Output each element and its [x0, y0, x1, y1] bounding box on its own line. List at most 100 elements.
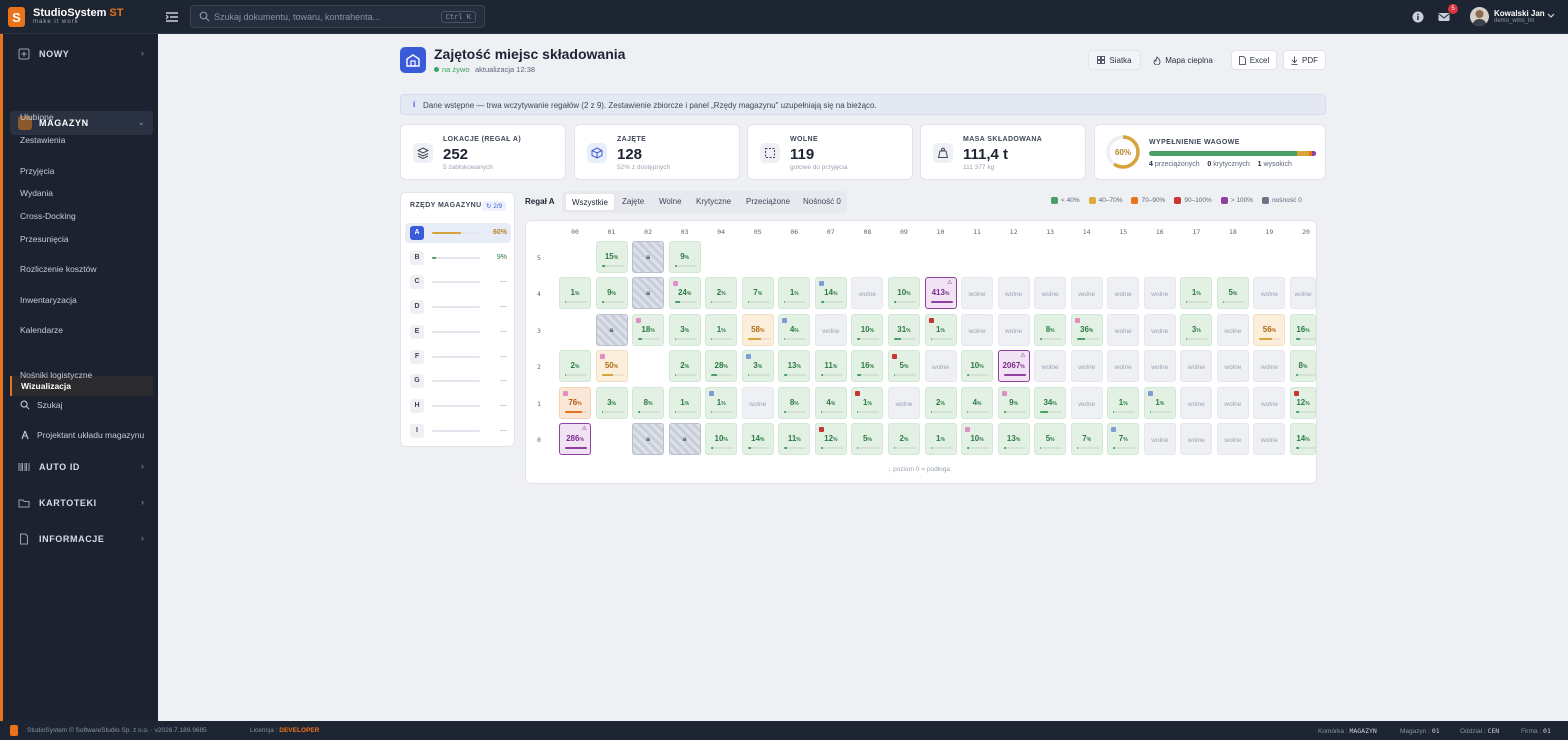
rack-cell[interactable]: 8%	[632, 386, 665, 419]
rack-cell[interactable]: 9%	[997, 386, 1030, 419]
rack-cell[interactable]: wolne	[1034, 350, 1067, 383]
sidebar-item-przyjecia[interactable]: Przyjęcia	[20, 166, 55, 176]
rack-cell[interactable]: wolne	[1180, 386, 1213, 419]
row-item-e[interactable]: E —	[405, 322, 511, 342]
grid-view-button[interactable]: Siatka	[1088, 50, 1141, 70]
rack-cell[interactable]: 31%	[887, 313, 920, 346]
rack-cell[interactable]: 7%	[1107, 423, 1140, 455]
rack-cell[interactable]: 9%	[595, 277, 628, 310]
pdf-export-button[interactable]: PDF	[1283, 50, 1326, 70]
rack-cell[interactable]: 28%	[705, 350, 738, 383]
sidebar-item-przesuniecia[interactable]: Przesunięcia	[20, 234, 69, 244]
rack-cell[interactable]: 13%	[997, 423, 1030, 455]
rack-cell[interactable]: wolne	[1143, 277, 1176, 310]
row-item-d[interactable]: D —	[405, 297, 511, 317]
row-item-b[interactable]: B 9%	[405, 248, 511, 268]
row-item-c[interactable]: C —	[405, 272, 511, 292]
rack-cell[interactable]: wolne	[1253, 386, 1286, 419]
rack-cell[interactable]: wolne	[1216, 350, 1249, 383]
rack-cell[interactable]: 18%	[632, 313, 665, 346]
menu-toggle-icon[interactable]	[165, 10, 179, 24]
rack-cell[interactable]: 🔒︎	[668, 423, 701, 455]
sidebar-section-magazyn[interactable]: MAGAZYN ⌄	[10, 111, 153, 135]
rack-cell[interactable]: wolne	[814, 313, 847, 346]
rack-cell[interactable]: 3%	[668, 313, 701, 346]
rack-cell[interactable]: wolne	[1253, 277, 1286, 310]
rack-cell[interactable]: 1%	[1107, 386, 1140, 419]
rack-cell[interactable]: 24%	[668, 277, 701, 310]
rack-cell[interactable]: 🔒︎	[595, 313, 628, 346]
rack-cell[interactable]: 14%	[1290, 423, 1316, 455]
rack-cell[interactable]: 10%	[851, 313, 884, 346]
rack-cell[interactable]: 9%	[668, 241, 701, 273]
rack-cell[interactable]: wolne	[851, 277, 884, 310]
rack-cell[interactable]: 16%	[1290, 313, 1316, 346]
rack-cell[interactable]: wolne	[1070, 386, 1103, 419]
mail-icon[interactable]	[1438, 11, 1450, 23]
rack-cell[interactable]: 5%	[887, 350, 920, 383]
rack-cell[interactable]: 1%	[1180, 277, 1213, 310]
rack-cell[interactable]: 286% ⚠	[559, 423, 591, 455]
avatar[interactable]	[1470, 7, 1489, 26]
rack-cell[interactable]: 3%	[1180, 313, 1213, 346]
rack-cell[interactable]: wolne	[1180, 423, 1213, 455]
rack-cell[interactable]: 36%	[1070, 313, 1103, 346]
rack-cell[interactable]: 1%	[778, 277, 811, 310]
sidebar-item-cross-docking[interactable]: Cross-Docking	[20, 211, 76, 221]
rack-cell[interactable]: 2%	[668, 350, 701, 383]
rack-cell[interactable]: wolne	[1143, 313, 1176, 346]
filter-tab-0[interactable]: Wszystkie	[565, 193, 615, 211]
rack-cell[interactable]: wolne	[887, 386, 920, 419]
info-icon[interactable]	[1412, 11, 1424, 23]
rack-cell[interactable]: 58%	[741, 313, 774, 346]
rack-cell[interactable]: 10%	[705, 423, 738, 455]
rack-cell[interactable]: 3%	[595, 386, 628, 419]
rack-cell[interactable]: 1%	[924, 313, 957, 346]
rack-cell[interactable]: 413% ⚠	[924, 277, 957, 310]
rack-cell[interactable]: 5%	[1216, 277, 1249, 310]
rack-cell[interactable]: 14%	[814, 277, 847, 310]
rack-cell[interactable]: 15%	[595, 241, 628, 273]
rack-cell[interactable]: 11%	[778, 423, 811, 455]
sidebar-item-inwentaryzacja[interactable]: Inwentaryzacja	[20, 295, 77, 305]
sidebar-section-nowy[interactable]: NOWY	[18, 48, 69, 60]
rack-cell[interactable]: wolne	[1216, 386, 1249, 419]
rack-cell[interactable]: 10%	[961, 423, 994, 455]
rack-cell[interactable]: 4%	[961, 386, 994, 419]
rack-cell[interactable]: 8%	[1290, 350, 1316, 383]
row-item-h[interactable]: H —	[405, 396, 511, 416]
filter-tab-5[interactable]: Nośność 0	[803, 197, 841, 206]
rack-cell[interactable]: 5%	[851, 423, 884, 455]
rack-cell[interactable]: 34%	[1034, 386, 1067, 419]
sidebar-item-zestawienia[interactable]: Zestawienia	[20, 135, 66, 145]
row-item-a[interactable]: A 60%	[405, 223, 511, 243]
rack-cell[interactable]: wolne	[1070, 350, 1103, 383]
rack-cell[interactable]: wolne	[1143, 423, 1176, 455]
rack-cell[interactable]: 7%	[741, 277, 774, 310]
rack-cell[interactable]: 2%	[705, 277, 738, 310]
rack-cell[interactable]: 2%	[887, 423, 920, 455]
sidebar-item-nosniki[interactable]: Nośniki logistyczne	[20, 370, 93, 380]
rack-cell[interactable]: 12%	[814, 423, 847, 455]
rack-cell[interactable]: 🔒︎	[632, 423, 665, 455]
sidebar-item-projektant[interactable]: Projektant układu magazynu	[20, 430, 144, 440]
rack-cell[interactable]: wolne	[1253, 423, 1286, 455]
heatmap-view-button[interactable]: Mapa cieplna	[1145, 50, 1221, 70]
rack-cell[interactable]: 4%	[814, 386, 847, 419]
rack-cell[interactable]: 1%	[705, 313, 738, 346]
sidebar-item-wizualizacja[interactable]: Wizualizacja	[10, 376, 153, 396]
sidebar-item-kalendarze[interactable]: Kalendarze	[20, 325, 64, 335]
rack-cell[interactable]: wolne	[741, 386, 774, 419]
excel-export-button[interactable]: Excel	[1231, 50, 1277, 70]
row-item-g[interactable]: G —	[405, 371, 511, 391]
rack-cell[interactable]: 76%	[559, 386, 591, 419]
rack-cell[interactable]: 1%	[851, 386, 884, 419]
rack-cell[interactable]: wolne	[1034, 277, 1067, 310]
row-item-f[interactable]: F —	[405, 347, 511, 367]
rack-cell[interactable]: 1%	[705, 386, 738, 419]
rack-cell[interactable]: 1%	[924, 423, 957, 455]
rack-cell[interactable]: 8%	[778, 386, 811, 419]
rack-cell[interactable]: wolne	[924, 350, 957, 383]
rack-cell[interactable]: wolne	[1216, 313, 1249, 346]
rack-cell[interactable]: 2%	[924, 386, 957, 419]
